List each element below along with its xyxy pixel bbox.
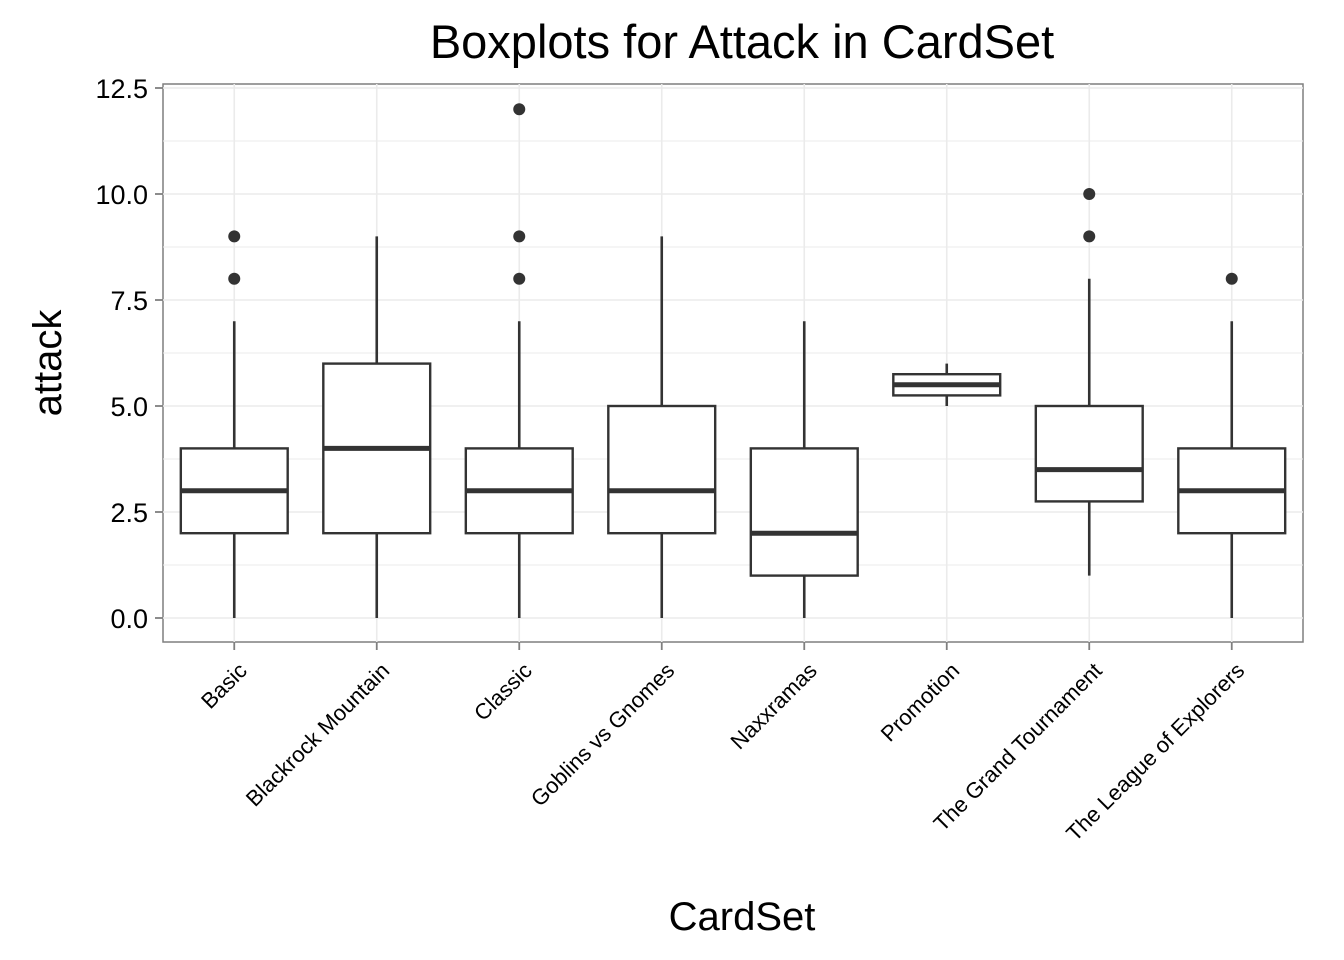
- x-tick-label: Naxxramas: [725, 658, 821, 754]
- box-group: [322, 236, 432, 618]
- y-tick-label: 2.5: [110, 498, 148, 528]
- x-tick-label: Basic: [196, 658, 252, 714]
- y-tick-label: 10.0: [95, 180, 148, 210]
- outlier-point: [513, 103, 526, 116]
- x-tick-label: Promotion: [876, 658, 965, 747]
- box-group: [607, 236, 717, 618]
- y-tick-label: 0.0: [110, 604, 148, 634]
- box-group: [464, 103, 574, 618]
- y-tick-label: 5.0: [110, 392, 148, 422]
- chart-title: Boxplots for Attack in CardSet: [430, 15, 1054, 68]
- box-group: [749, 321, 859, 618]
- box-group: [1034, 188, 1144, 576]
- box-group: [179, 230, 289, 618]
- x-tick-label: Goblins vs Gnomes: [526, 658, 679, 811]
- y-tick-label: 12.5: [95, 74, 148, 104]
- outlier-point: [513, 230, 526, 243]
- y-axis-title: attack: [26, 309, 70, 417]
- x-tick-label: Classic: [469, 658, 537, 726]
- outlier-point: [513, 272, 526, 285]
- y-tick-label: 7.5: [110, 286, 148, 316]
- x-tick-label: Blackrock Mountain: [241, 658, 394, 811]
- boxes: [179, 103, 1287, 618]
- box-group: [1177, 272, 1287, 618]
- outlier-point: [1225, 272, 1238, 285]
- y-axis: 0.0 2.5 5.0 7.5 10.0 12.5: [95, 74, 163, 634]
- outlier-point: [1083, 188, 1096, 200]
- outlier-point: [1083, 230, 1096, 243]
- outlier-point: [228, 272, 241, 285]
- x-axis-title: CardSet: [669, 895, 816, 939]
- box: [749, 447, 859, 577]
- outlier-point: [228, 230, 241, 243]
- box-group: [892, 363, 1002, 406]
- box: [607, 404, 717, 535]
- box: [1034, 404, 1144, 503]
